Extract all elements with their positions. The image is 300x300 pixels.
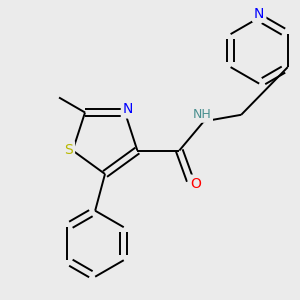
Text: O: O: [190, 177, 201, 190]
Text: NH: NH: [192, 108, 211, 121]
Text: S: S: [64, 142, 73, 157]
Text: N: N: [254, 7, 264, 21]
Text: N: N: [123, 103, 133, 116]
